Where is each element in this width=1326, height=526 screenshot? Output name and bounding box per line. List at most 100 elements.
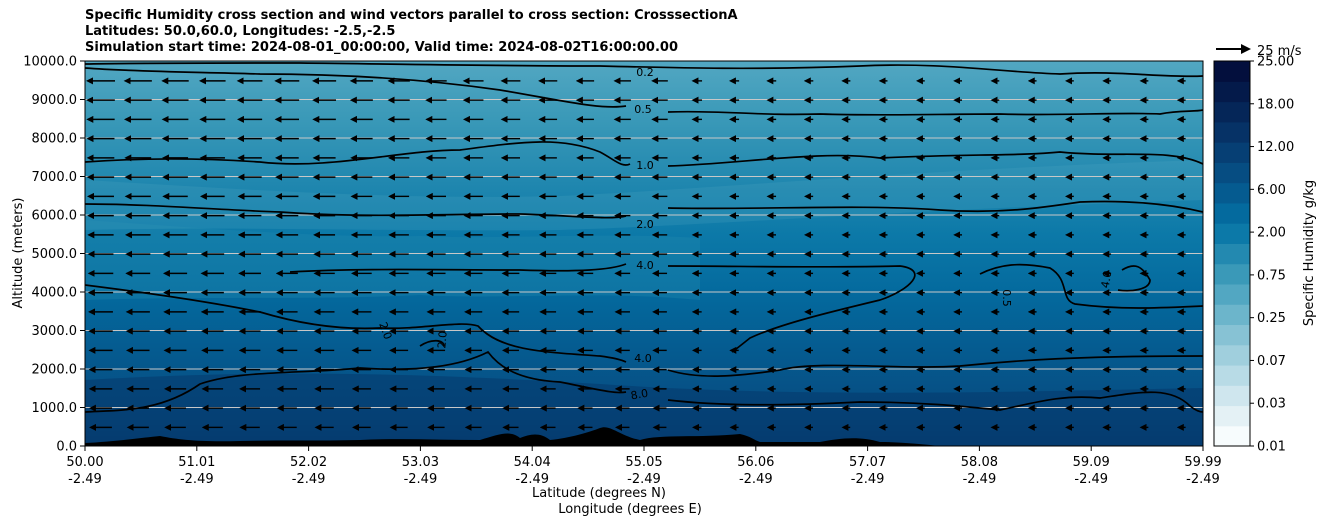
- x-tick-label-lat: 59.99: [1184, 455, 1221, 470]
- colorbar: 0.01 0.03 0.07 0.25 0.75 2.00 6.00 12.00 18.00 25…: [1213, 55, 1294, 455]
- y-tick-label: 6000.0: [32, 209, 78, 224]
- y-tick-label: 9000.0: [32, 93, 78, 108]
- colorbar-tick-label: 18.00: [1257, 97, 1294, 112]
- x-axis-label-longitude: Longitude (degrees E): [558, 502, 702, 517]
- colorbar-label: Specific Humidity g/kg: [1302, 180, 1317, 326]
- contour-label: 4.0: [634, 352, 652, 365]
- colorbar-tick-label: 12.00: [1257, 140, 1294, 155]
- contour-label: 0.5: [1000, 289, 1013, 307]
- contour-label: 4.0: [636, 259, 654, 272]
- quiver-key-label: 25 m/s: [1257, 44, 1302, 59]
- contour-label: 2.0: [376, 320, 394, 341]
- colorbar-swatch: [1214, 263, 1250, 285]
- x-tick-label-lat: 57.07: [849, 455, 886, 470]
- contour-4.0-b: [85, 284, 1203, 377]
- colorbar-tick-label: 0.75: [1257, 268, 1286, 283]
- colorbar-swatch: [1214, 81, 1250, 103]
- y-tick-label: 1000.0: [32, 401, 78, 416]
- colorbar-swatch: [1214, 162, 1250, 184]
- colorbar-swatch: [1214, 121, 1250, 143]
- chart-title-line-1: Specific Humidity cross section and wind…: [85, 8, 738, 23]
- terrain: [85, 427, 940, 446]
- contour-label: 1.0: [636, 159, 654, 172]
- colorbar-swatch: [1214, 324, 1250, 346]
- contour-2.0: [85, 200, 1203, 219]
- grid-lines: [85, 99, 1203, 408]
- colorbar-swatch: [1214, 142, 1250, 163]
- x-tick-label-lat: 55.05: [625, 455, 662, 470]
- contour-0.2: [85, 62, 1203, 78]
- colorbar-swatch: [1214, 223, 1250, 244]
- x-tick-label-lat: 52.02: [290, 455, 327, 470]
- y-tick-label: 4000.0: [32, 286, 78, 301]
- colorbar-swatch: [1214, 61, 1250, 82]
- colorbar-swatch: [1214, 243, 1250, 265]
- colorbar-swatch: [1214, 405, 1250, 427]
- chart-title: Specific Humidity cross section and wind…: [85, 8, 738, 56]
- contour-label: 0.2: [636, 66, 654, 79]
- colorbar-tick-label: 0.01: [1257, 440, 1286, 455]
- colorbar-tick-label: 6.00: [1257, 183, 1286, 198]
- y-axis-label: Altitude (meters): [11, 198, 26, 309]
- colorbar-tick-label: 2.00: [1257, 226, 1286, 241]
- x-tick-label-lon: -2.49: [180, 472, 214, 487]
- x-tick-label-lat: 51.01: [178, 455, 215, 470]
- y-tick-label: 2000.0: [32, 363, 78, 378]
- colorbar-tick-label: 0.07: [1257, 354, 1286, 369]
- contour-label-group: 0.20.51.02.04.04.08.02.0 2.00.54.0: [376, 66, 1114, 402]
- x-tick-label-lat: 53.03: [402, 455, 439, 470]
- x-tick-label-lon: -2.49: [515, 472, 549, 487]
- colorbar-swatch: [1214, 202, 1250, 224]
- x-axis-label-latitude: Latitude (degrees N): [532, 486, 666, 501]
- contour-0.5: [85, 67, 1203, 116]
- y-tick-label: 3000.0: [32, 324, 78, 339]
- colorbar-swatch: [1214, 425, 1250, 447]
- wind-vectors: [85, 77, 1186, 431]
- contour-label: 2.0: [636, 218, 654, 231]
- x-tick-label-lon: -2.49: [1074, 472, 1108, 487]
- contour-label: 0.5: [634, 103, 652, 116]
- x-tick-label-lat: 54.04: [514, 455, 551, 470]
- colorbar-swatch: [1214, 283, 1250, 305]
- x-tick-label-lat: 56.06: [737, 455, 774, 470]
- contour-4.0-loop: [1117, 265, 1151, 292]
- y-tick-label: 0.0: [56, 440, 77, 455]
- y-tick-label: 10000.0: [23, 55, 77, 70]
- colorbar-swatch: [1214, 182, 1250, 204]
- contour-2.0-loop: [419, 339, 445, 347]
- chart-title-line-3: Simulation start time: 2024-08-01_00:00:…: [85, 40, 678, 55]
- colorbar-swatch: [1214, 385, 1250, 407]
- colorbar-tick-label: 25.00: [1257, 55, 1294, 70]
- x-tick-label-lon: -2.49: [963, 472, 997, 487]
- contour-lines: [85, 62, 1203, 413]
- x-tick-label-lon: -2.49: [404, 472, 438, 487]
- colorbar-swatch: [1214, 344, 1250, 366]
- contour-4.0-a: [289, 263, 916, 353]
- chart-title-line-2: Latitudes: 50.0,60.0, Longitudes: -2.5,-…: [85, 24, 396, 39]
- x-tick-label-lon: -2.49: [739, 472, 773, 487]
- y-tick-label: 5000.0: [32, 247, 78, 262]
- x-tick-label-lon: -2.49: [851, 472, 885, 487]
- colorbar-swatch: [1214, 304, 1250, 326]
- x-tick-label-lat: 58.08: [961, 455, 998, 470]
- colorbar-swatch: [1214, 101, 1250, 123]
- x-tick-label-lon: -2.49: [1186, 472, 1220, 487]
- x-tick-label-lon: -2.49: [292, 472, 326, 487]
- contour-label: 8.0: [630, 387, 649, 403]
- colorbar-frame: [1213, 60, 1251, 447]
- y-tick-label: 7000.0: [32, 170, 78, 185]
- quiver-key: 25 m/s: [1216, 44, 1302, 59]
- contour-0.5-loop: [979, 263, 1203, 309]
- y-axis: 0.0 1000.0 2000.0 3000.0 4000.0 5000.0 6000.0 7…: [23, 55, 85, 455]
- x-axis: 50.00 -2.49 51.01 -2.49 52.02 -2.49 53.03 -2.49…: [66, 446, 1222, 487]
- contour-label: 2.0: [435, 330, 449, 349]
- colorbar-tick-label: 0.25: [1257, 311, 1286, 326]
- x-tick-label-lon: -2.49: [68, 472, 102, 487]
- x-tick-label-lat: 59.09: [1073, 455, 1110, 470]
- moist-band: [85, 220, 700, 300]
- y-tick-label: 8000.0: [32, 132, 78, 147]
- x-tick-label-lat: 50.00: [66, 455, 103, 470]
- colorbar-swatch: [1214, 364, 1250, 386]
- x-tick-label-lon: -2.49: [627, 472, 661, 487]
